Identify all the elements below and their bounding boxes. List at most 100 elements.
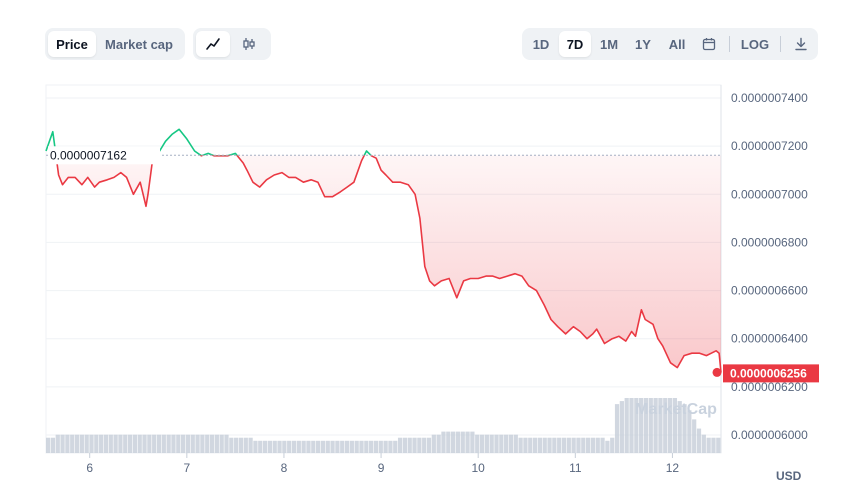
volume-bar bbox=[537, 437, 543, 453]
volume-bar bbox=[489, 434, 494, 453]
volume-bar bbox=[253, 440, 258, 453]
volume-bar bbox=[132, 434, 138, 453]
y-axis: 0.0000007400 0.0000007200 0.0000007000 0.00… bbox=[731, 91, 808, 442]
tab-price[interactable]: Price bbox=[48, 31, 96, 57]
line-chart-icon[interactable] bbox=[196, 31, 230, 57]
volume-bar bbox=[214, 434, 219, 453]
volume-bar bbox=[219, 434, 224, 453]
y-tick-label: 0.0000006200 bbox=[731, 380, 808, 394]
volume-bar bbox=[436, 434, 441, 453]
volume-bar bbox=[639, 398, 644, 453]
volume-bar bbox=[682, 404, 687, 453]
volume-bar bbox=[648, 398, 653, 453]
volume-bar bbox=[412, 437, 417, 453]
volume-bar bbox=[672, 398, 678, 453]
volume-bar bbox=[209, 434, 215, 453]
candlestick-icon[interactable] bbox=[232, 31, 266, 57]
volume-bar bbox=[262, 440, 268, 453]
volume-bar bbox=[137, 434, 142, 453]
volume-bar bbox=[50, 437, 56, 453]
volume-bar bbox=[311, 440, 316, 453]
volume-bar bbox=[605, 440, 610, 453]
volume-bar bbox=[296, 440, 301, 453]
volume-bar bbox=[499, 434, 504, 453]
volume-bar bbox=[528, 437, 533, 453]
volume-bar bbox=[99, 434, 104, 453]
volume-bar bbox=[701, 434, 706, 453]
volume-bar bbox=[176, 434, 181, 453]
volume-bar bbox=[118, 434, 123, 453]
volume-bar bbox=[185, 434, 191, 453]
volume-bar bbox=[706, 437, 711, 453]
volume-bar bbox=[181, 434, 186, 453]
currency-label: USD bbox=[776, 469, 802, 483]
volume-bar bbox=[407, 437, 412, 453]
volume-bar bbox=[610, 437, 615, 453]
volume-bar bbox=[152, 434, 157, 453]
volume-bar bbox=[46, 437, 51, 453]
volume-bar bbox=[581, 437, 586, 453]
volume-bar bbox=[330, 440, 335, 453]
range-1y[interactable]: 1Y bbox=[635, 36, 651, 52]
volume-bars bbox=[46, 398, 721, 453]
volume-bar bbox=[383, 440, 388, 453]
volume-bar bbox=[282, 440, 287, 453]
volume-bar bbox=[696, 428, 702, 453]
volume-bar bbox=[402, 437, 408, 453]
volume-bar bbox=[479, 434, 485, 453]
volume-bar bbox=[451, 431, 456, 453]
volume-bar bbox=[532, 437, 538, 453]
volume-bar bbox=[161, 434, 166, 453]
volume-bar bbox=[89, 434, 94, 453]
log-scale-toggle[interactable]: LOG bbox=[740, 36, 770, 52]
range-7d[interactable]: 7D bbox=[559, 31, 591, 57]
volume-bar bbox=[229, 437, 234, 453]
range-1m[interactable]: 1M bbox=[599, 36, 619, 52]
volume-bar bbox=[619, 401, 624, 453]
volume-bar bbox=[687, 410, 692, 453]
volume-bar bbox=[422, 437, 427, 453]
toolbar-divider bbox=[729, 36, 730, 52]
volume-bar bbox=[571, 437, 576, 453]
y-tick-label: 0.0000006600 bbox=[731, 284, 808, 298]
volume-bar bbox=[195, 434, 200, 453]
volume-bar bbox=[113, 434, 118, 453]
volume-bar bbox=[267, 440, 273, 453]
y-tick-label: 0.0000007000 bbox=[731, 187, 808, 201]
volume-bar bbox=[634, 398, 639, 453]
volume-bar bbox=[629, 398, 634, 453]
volume-bar bbox=[590, 437, 596, 453]
volume-bar bbox=[494, 434, 499, 453]
download-icon[interactable] bbox=[787, 31, 815, 57]
volume-bar bbox=[94, 434, 99, 453]
volume-bar bbox=[557, 437, 562, 453]
volume-bar bbox=[316, 440, 321, 453]
volume-bar bbox=[166, 434, 171, 453]
volume-bar bbox=[103, 434, 109, 453]
calendar-icon[interactable] bbox=[695, 31, 723, 57]
volume-bar bbox=[465, 431, 470, 453]
volume-bar bbox=[156, 434, 162, 453]
volume-bar bbox=[65, 434, 70, 453]
volume-bar bbox=[595, 437, 600, 453]
volume-bar bbox=[417, 437, 422, 453]
volume-bar bbox=[301, 440, 306, 453]
range-1d[interactable]: 1D bbox=[532, 36, 550, 52]
metric-tabs: Price Market cap bbox=[45, 28, 185, 60]
volume-bar bbox=[716, 437, 721, 453]
volume-bar bbox=[354, 440, 359, 453]
range-all[interactable]: All bbox=[668, 36, 686, 52]
x-tick-label: 7 bbox=[183, 461, 190, 475]
volume-bar bbox=[677, 401, 682, 453]
reference-price-label: 0.0000007162 bbox=[50, 148, 127, 162]
y-tick-label: 0.0000006000 bbox=[731, 428, 808, 442]
volume-bar bbox=[55, 434, 60, 453]
volume-bar bbox=[277, 440, 282, 453]
volume-bar bbox=[446, 431, 451, 453]
volume-bar bbox=[224, 434, 229, 453]
volume-bar bbox=[586, 437, 591, 453]
tab-market-cap[interactable]: Market cap bbox=[105, 36, 173, 52]
volume-bar bbox=[127, 434, 133, 453]
volume-bar bbox=[349, 440, 354, 453]
